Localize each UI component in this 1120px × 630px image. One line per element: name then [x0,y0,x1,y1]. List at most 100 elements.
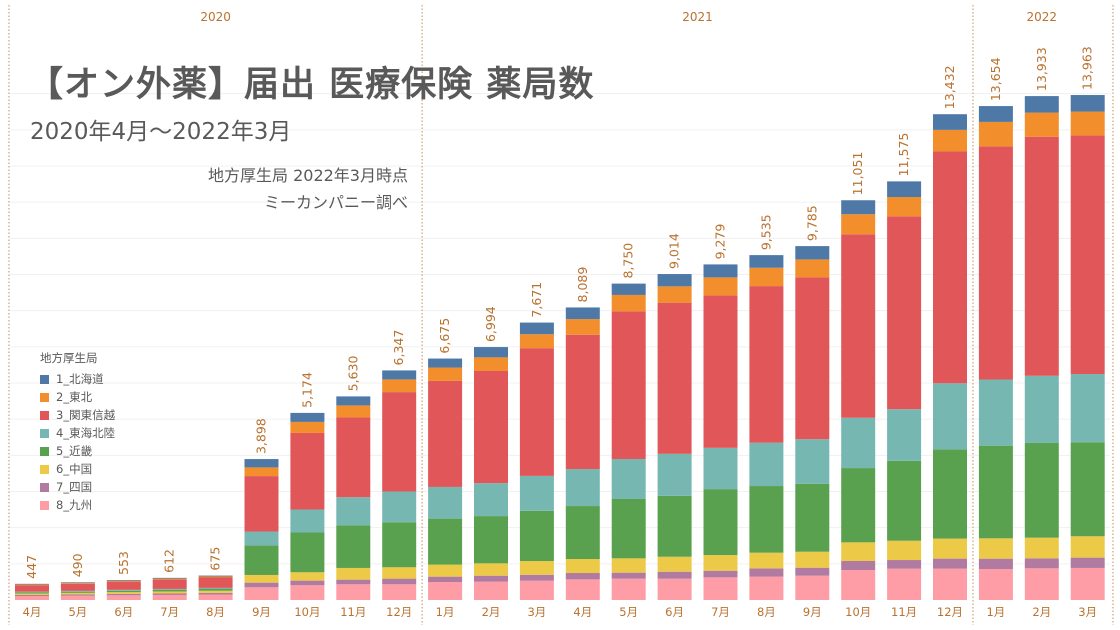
bar-segment [933,538,967,559]
bar-segment [841,561,876,571]
bar-segment [703,489,738,556]
bar-segment [198,592,233,595]
bar-segment [1024,537,1059,559]
total-label: 5,630 [345,356,360,392]
bar-segment [933,114,967,130]
bar-segment [1024,136,1059,376]
bar-segment [290,509,325,533]
legend-swatch [40,428,49,438]
bar-segment [887,568,922,600]
bar-segment [749,442,784,487]
bar-segment [703,264,738,278]
bar-segment [428,486,463,519]
month-label: 7月 [160,605,179,619]
bar-segment [1070,374,1105,443]
bar-segment [244,587,279,600]
bar-segment [703,447,738,490]
bar-segment [519,334,554,349]
bar-segment [382,567,417,579]
legend-item[interactable]: 3_関東信越 [40,406,115,424]
bar-segment [565,573,600,580]
legend-swatch [40,482,49,492]
bar-segment [60,591,95,593]
bar-segment [290,580,325,586]
month-label: 3月 [1078,605,1097,619]
bar-segment [244,459,279,468]
bar-segment [474,347,508,358]
bar-segment [795,246,830,260]
bar-segment [749,255,784,268]
bar-segment [657,578,692,600]
legend-item[interactable]: 4_東海北陸 [40,424,115,442]
bar-segment [152,577,187,579]
bar-segment [841,200,876,215]
bar-segment [428,564,463,577]
bar-segment [1070,567,1105,600]
legend-item[interactable]: 8_九州 [40,496,115,514]
bar-segment [106,595,141,600]
bar-segment [336,525,371,568]
month-label: 8月 [757,605,776,619]
bar-segment [474,563,508,576]
bar-segment [611,558,646,573]
month-label: 5月 [68,605,87,619]
month-label: 12月 [937,605,963,619]
bar-segment [657,286,692,303]
bar-segment [106,581,141,590]
bar-segment [1024,442,1059,538]
page-subtitle: 2020年4月～2022年3月 [30,119,292,145]
bar-segment [198,589,233,591]
bar-segment [841,468,876,543]
month-label: 7月 [711,605,730,619]
bar-segment [657,571,692,579]
bar-segment [978,538,1013,559]
bar-segment [474,516,508,564]
bar-segment [152,578,187,580]
legend-item[interactable]: 5_近畿 [40,442,115,460]
total-label: 13,654 [988,57,1003,101]
legend-swatch [40,374,49,384]
bar-segment [887,560,922,569]
bar-segment [749,486,784,553]
bar-segment [565,319,600,335]
bar-segment [795,567,830,576]
bar-segment [657,302,692,454]
bar-segment [887,216,922,410]
legend-label: 8_九州 [56,498,93,512]
bar-segment [290,585,325,600]
legend-item[interactable]: 6_中国 [40,460,115,478]
legend-label: 1_北海道 [56,372,104,386]
bar-segment [244,574,279,583]
total-label: 13,963 [1080,46,1095,90]
legend-swatch [40,446,49,456]
bar-segment [336,579,371,585]
legend-item[interactable]: 2_東北 [40,388,115,406]
bar-segment [382,392,417,492]
bar-segment [749,267,784,287]
page-title: 【オン外薬】届出 医療保険 薬局数 [28,65,595,105]
bar-segment [60,590,95,592]
month-label: 9月 [252,605,271,619]
bar-segment [15,596,49,600]
bar-segment [1024,558,1059,569]
month-label: 6月 [665,605,684,619]
bar-segment [152,579,187,589]
bar-segment [978,121,1013,147]
bar-segment [978,106,1013,122]
bar-segment [152,594,187,600]
legend: 地方厚生局 1_北海道 2_東北 3_関東信越 4_東海北陸 5_近畿 6_中国 7_四国 8… [40,350,115,514]
bar-segment [428,581,463,600]
bar-segment [152,591,187,594]
legend-item[interactable]: 7_四国 [40,478,115,496]
bar-segment [1070,557,1105,568]
legend-item[interactable]: 1_北海道 [40,370,115,388]
bar-segment [611,578,646,600]
bar-segment [198,577,233,588]
legend-label: 6_中国 [56,462,93,476]
bar-segment [611,572,646,579]
bar-segment [1070,111,1105,136]
month-label: 8月 [206,605,225,619]
bar-segment [152,588,187,590]
legend-swatch [40,392,49,402]
